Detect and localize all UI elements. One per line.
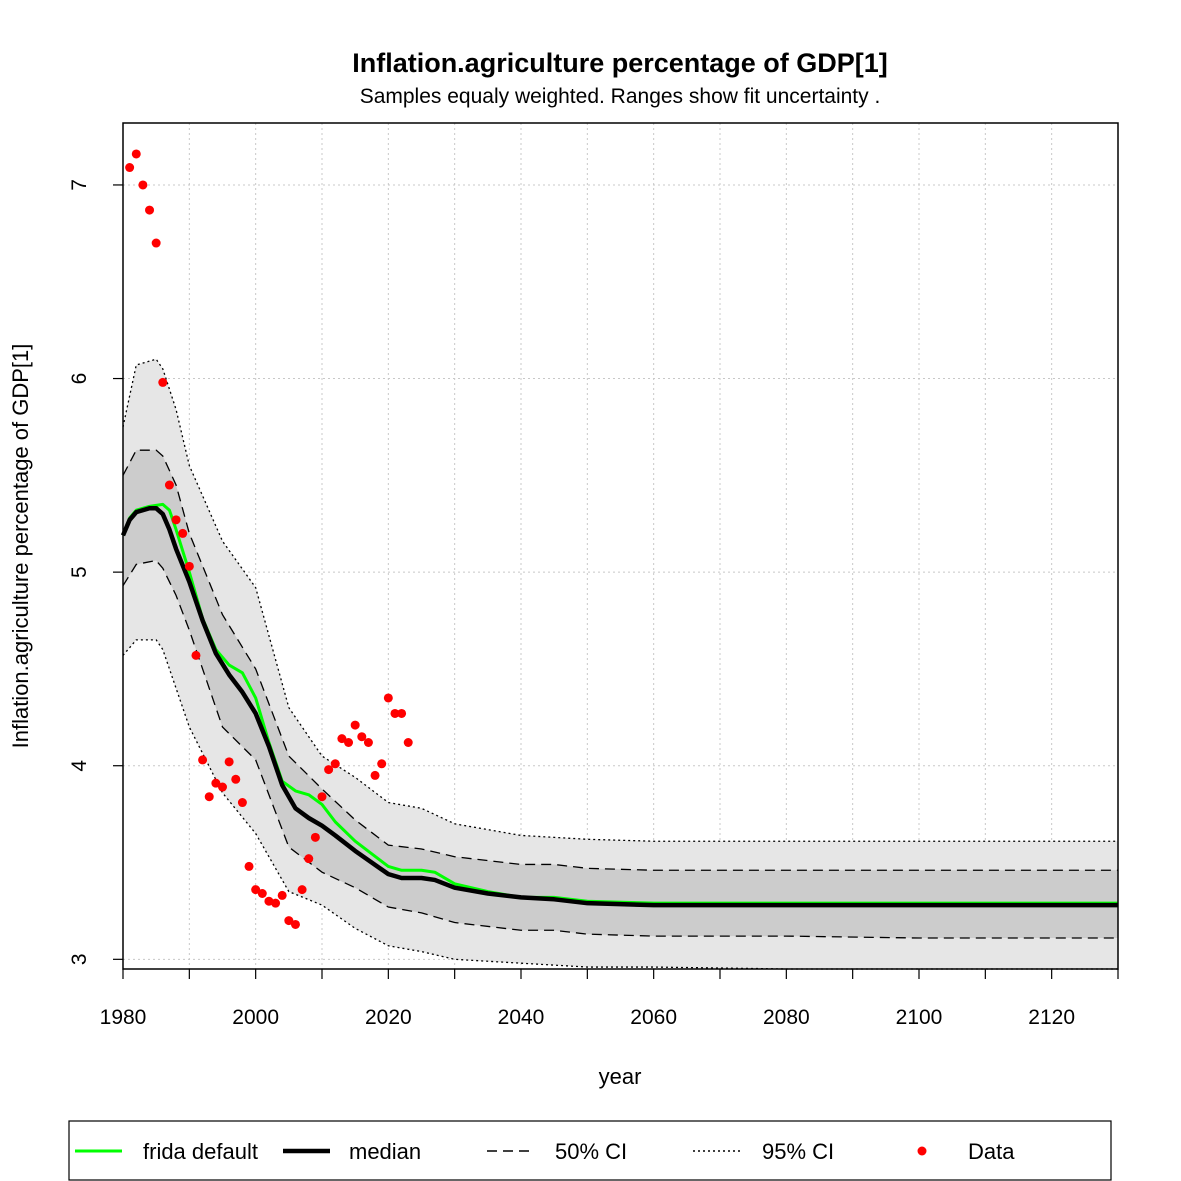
data-point <box>330 759 340 769</box>
data-point <box>390 708 400 718</box>
ci50-band <box>122 449 1118 939</box>
data-point <box>324 765 334 775</box>
data-point <box>317 792 327 802</box>
data-point <box>403 737 413 747</box>
50-ci-upper-line <box>122 449 1118 871</box>
data-point <box>224 757 234 767</box>
data-points <box>125 149 413 929</box>
x-axis-label: year <box>599 1064 642 1089</box>
series-lines <box>120 502 1118 908</box>
data-point <box>370 770 380 780</box>
y-tick-label: 4 <box>68 760 91 772</box>
legend-label-frida-default: frida default <box>143 1139 258 1164</box>
data-point <box>251 885 261 895</box>
data-point <box>131 149 141 159</box>
y-tick-label: 3 <box>68 953 91 965</box>
data-point <box>357 732 367 742</box>
data-point <box>284 916 294 926</box>
data-point <box>204 792 214 802</box>
data-point <box>178 528 188 538</box>
data-point <box>244 861 254 871</box>
data-point <box>151 238 161 248</box>
median-line <box>120 505 1118 908</box>
data-point <box>297 885 307 895</box>
y-tick-label: 7 <box>68 179 91 191</box>
data-point <box>337 734 347 744</box>
legend-label-50-ci: 50% CI <box>555 1139 627 1164</box>
legend-label-95-ci: 95% CI <box>762 1139 834 1164</box>
data-point <box>218 782 227 792</box>
x-tick-label: 2100 <box>896 1006 943 1029</box>
data-point <box>257 888 267 898</box>
data-point <box>125 163 135 173</box>
data-point <box>145 205 155 215</box>
data-point <box>277 890 287 900</box>
chart-title: Inflation.agriculture percentage of GDP[… <box>352 48 888 78</box>
data-point <box>271 898 281 908</box>
data-point <box>211 778 221 788</box>
data-point <box>231 774 241 784</box>
95-ci-fill <box>123 359 1118 969</box>
x-tick-label: 2080 <box>763 1006 810 1029</box>
data-point <box>198 755 208 765</box>
data-point <box>363 737 373 747</box>
50-ci-lower-line <box>122 559 1118 939</box>
data-point <box>383 693 393 703</box>
legend-box <box>68 1120 1112 1181</box>
legend: frida default median 50% CI 95% CI Data <box>68 1120 1112 1181</box>
data-point <box>164 480 174 490</box>
y-axis: 3 4 5 6 7 <box>68 179 123 965</box>
x-tick-label: 2040 <box>498 1006 545 1029</box>
95-ci-lower-line <box>122 639 1118 970</box>
x-tick-label: 2000 <box>232 1006 279 1029</box>
legend-symbol-data <box>917 1146 927 1156</box>
x-axis: 1980 2000 2020 2040 2060 2080 2100 2120 <box>100 969 1119 1029</box>
data-point <box>184 561 194 571</box>
legend-label-median: median <box>349 1139 421 1164</box>
x-tick-label: 2060 <box>630 1006 677 1029</box>
x-tick-label: 2120 <box>1028 1006 1075 1029</box>
data-point <box>344 737 354 747</box>
chart-subtitle: Samples equaly weighted. Ranges show fit… <box>360 85 881 108</box>
y-axis-label: Inflation.agriculture percentage of GDP[… <box>8 344 33 749</box>
data-point <box>290 919 300 929</box>
data-point <box>237 798 247 808</box>
x-tick-label: 2020 <box>365 1006 412 1029</box>
data-point <box>158 377 168 387</box>
data-point <box>304 854 314 864</box>
y-tick-label: 5 <box>68 566 91 578</box>
x-tick-label: 1980 <box>100 1006 147 1029</box>
data-point <box>138 180 148 190</box>
legend-label-data: Data <box>968 1139 1015 1164</box>
data-point <box>377 759 387 769</box>
data-point <box>171 515 181 525</box>
data-point <box>310 832 320 842</box>
y-tick-label: 6 <box>68 373 91 385</box>
data-point <box>191 650 201 660</box>
50-ci-fill <box>123 450 1118 939</box>
data-point <box>397 708 407 718</box>
plot-frame <box>122 122 1119 970</box>
data-point <box>350 720 360 730</box>
